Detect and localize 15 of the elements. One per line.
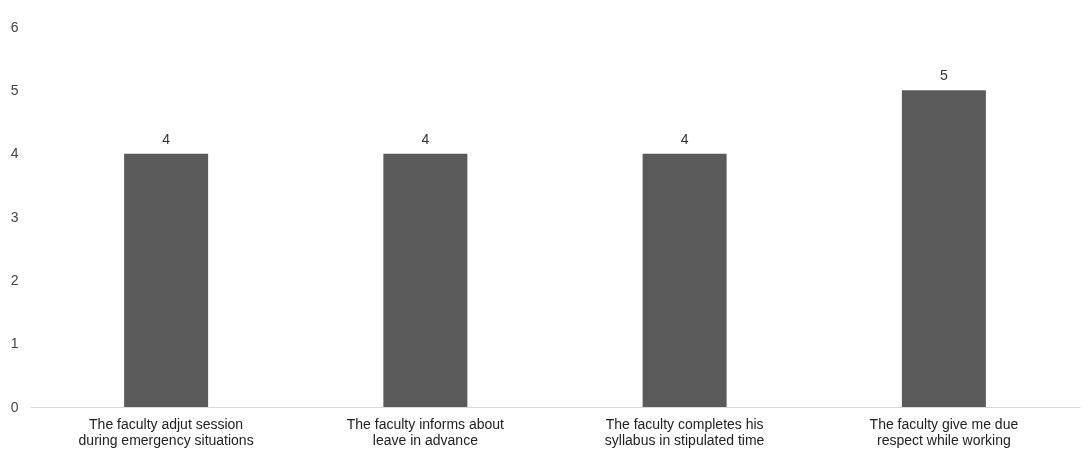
x-tick-label: The faculty adjut session during emergency situations [78,415,254,448]
y-tick-label: 5 [10,81,19,98]
y-tick-label: 3 [10,208,19,225]
data-label: 4 [421,130,430,147]
y-tick-label: 6 [10,18,19,35]
y-tick-label: 2 [10,271,19,288]
data-label: 4 [680,130,689,147]
y-tick-label: 1 [10,335,19,352]
y-tick-label: 0 [10,398,19,415]
data-label: 4 [162,130,171,147]
data-label: 5 [939,67,948,84]
x-tick-label: The faculty give me due respect while working [869,415,1019,448]
x-tick-label: The faculty informs about leave in advance [346,415,505,448]
x-tick-label: The faculty completes his syllabus in stipulated time [604,415,765,448]
y-tick-label: 4 [10,145,19,162]
